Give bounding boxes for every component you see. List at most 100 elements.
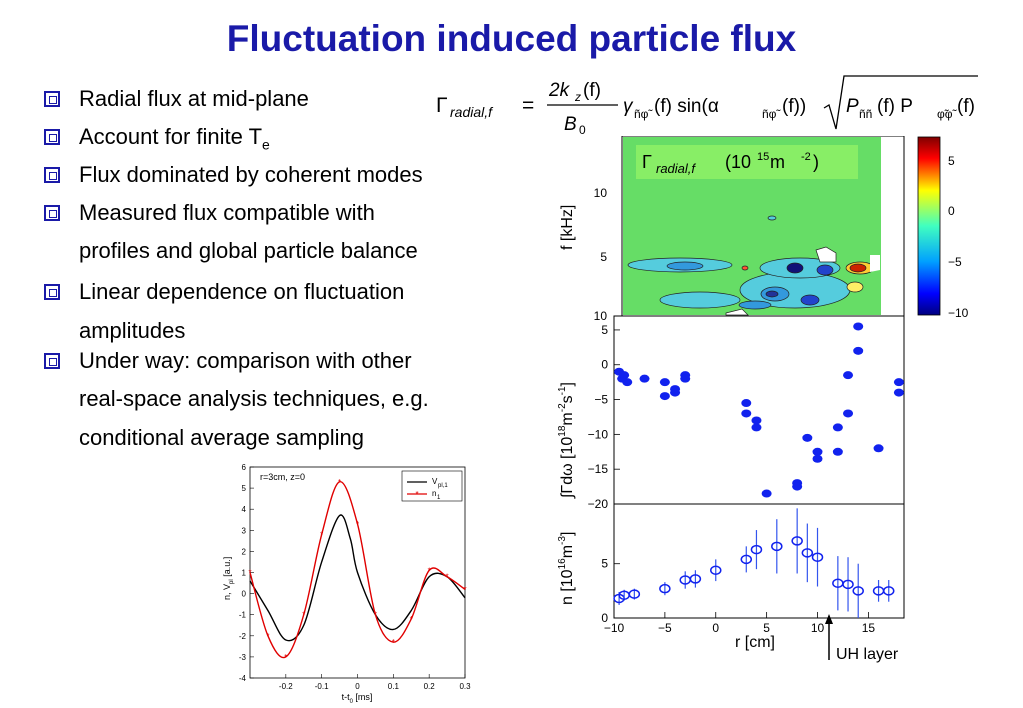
checkbox-bullet-icon [44,167,60,183]
svg-text:r=3cm, z=0: r=3cm, z=0 [260,472,305,482]
svg-text:=: = [522,94,534,117]
svg-text:B: B [564,114,577,135]
svg-text:radial,f: radial,f [450,104,494,120]
checkbox-bullet-icon [44,91,60,107]
series-marker: * [302,611,305,620]
checkbox-bullet-icon [44,353,60,369]
slide-title: Fluctuation induced particle flux [226,18,797,59]
data-point [893,388,904,397]
uh-layer-arrow [825,614,833,660]
flux-formula: Γ radial,f = 2k z (f) B 0 γ ñφ̃ (f) sin(… [436,75,978,137]
data-point [791,536,803,546]
series-marker: * [392,638,395,647]
svg-text:Γ: Γ [436,94,448,117]
svg-text:r [cm]: r [cm] [735,634,775,651]
contour-panel: Γ radial,f (10 15 m -2 ) 10 [559,136,905,323]
svg-text:P: P [846,96,859,117]
y-tick-label: 0 [601,611,608,625]
data-point [832,447,843,456]
x-tick-label: 5 [763,621,770,635]
data-point [750,544,763,555]
data-point [659,378,670,387]
svg-text:z: z [574,90,581,104]
svg-text:(f) P: (f) P [877,96,913,117]
series-marker: * [320,531,323,540]
svg-text:∫Γdω [1018m-2s-1]: ∫Γdω [1018m-2s-1] [557,382,576,499]
data-point [842,579,854,590]
svg-text:0: 0 [948,204,955,218]
y-tick-label: -2 [239,632,247,641]
data-point [659,392,670,401]
data-point [853,322,864,331]
integrated-flux-panel: ∫Γdω [1018m-2s-1] 5 0 −5 −10 −15 −20 [557,315,905,511]
contour-label-box [636,145,858,179]
data-point [771,541,783,552]
svg-text:(f)): (f)) [782,96,806,117]
x-tick-label: -0.1 [315,682,329,691]
data-point [801,548,814,558]
series-line [249,514,466,642]
data-point [622,378,633,387]
data-point [873,444,884,453]
uh-layer-label: UH layer [836,646,899,663]
data-point [852,586,864,596]
y-tick-label: -3 [239,653,247,662]
svg-text:(10: (10 [725,152,751,172]
y-tick-label: 0 [242,590,247,599]
colorbar: 5 0 −5 −10 [917,136,969,320]
series-marker: * [374,611,377,620]
x-tick-label: -0.2 [279,682,293,691]
data-point [639,374,650,383]
checkbox-bullet-icon [44,205,60,221]
x-tick-label: 0.2 [424,682,436,691]
y-tick-label: -1 [239,611,247,620]
svg-text:ñφ̃: ñφ̃ [634,107,653,121]
svg-text:ñφ̃: ñφ̃ [762,107,781,121]
data-point [843,371,854,380]
y-tick-label: −20 [588,497,609,511]
data-point [680,374,691,383]
data-point [628,589,641,599]
data-point [740,554,753,565]
x-tick-label: 10 [811,621,825,635]
svg-text:): ) [813,152,819,172]
x-tick-label: 0.1 [388,682,400,691]
svg-text:0: 0 [579,123,586,137]
svg-text:Γ: Γ [642,152,652,172]
series-marker: * [428,566,431,575]
series-marker: * [266,632,269,641]
series-line [249,481,466,659]
data-point [812,447,823,456]
density-panel: n [1016m-3] 0 5 −10 −5 0 5 10 15 r [cm] [557,503,905,651]
data-point [659,583,671,594]
data-point [751,423,762,432]
checkbox-bullet-icon [44,284,60,300]
y-tick-label: 1 [242,569,247,578]
series-marker: * [410,615,413,624]
data-point [792,482,803,491]
data-point [882,586,895,596]
svg-text:f [kHz]: f [kHz] [559,205,576,250]
svg-text:10: 10 [594,309,608,323]
data-point [741,399,752,408]
data-point [761,489,772,498]
y-tick-label: 3 [242,526,247,535]
svg-text:γ: γ [623,96,634,117]
data-point [802,433,813,442]
data-point [670,388,681,397]
svg-text:n, Vpl [a.u.]: n, Vpl [a.u.] [222,557,235,600]
series-marker: * [284,653,287,662]
data-point [832,423,843,432]
svg-text:(f) sin(α: (f) sin(α [654,96,719,117]
y-tick-label: -4 [239,674,247,683]
x-tick-label: 0 [355,682,360,691]
checkbox-bullet-icon [44,129,60,145]
y-tick-label: 5 [601,323,608,337]
svg-text:ññ: ññ [859,107,872,121]
svg-text:1: 1 [437,495,441,501]
y-tick-label: 5 [242,484,247,493]
svg-text:2k: 2k [548,80,571,101]
radial-flux-figure: Γ radial,f (10 15 m -2 ) 10 [557,136,969,660]
time-trace-plot: r=3cm, z=0 V pl,1 * n 1 6 5 4 3 2 1 0 -1 -2 -3 -4 -… [222,463,471,705]
svg-text:φ̃φ̃: φ̃φ̃ [937,107,958,121]
